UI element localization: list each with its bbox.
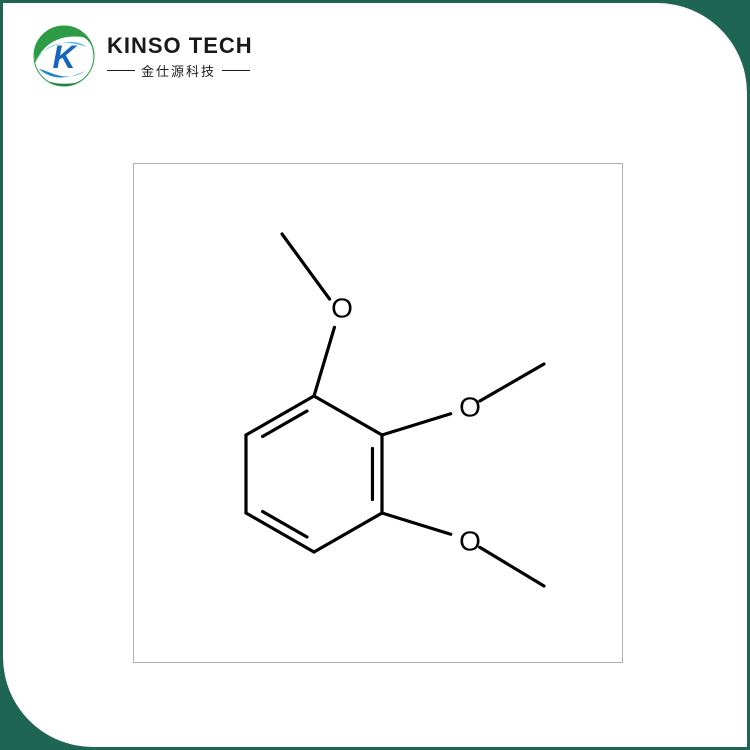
logo-area: K KINSO TECH 金仕源科技	[33, 25, 253, 87]
content-panel: K KINSO TECH 金仕源科技 O O O	[3, 3, 747, 747]
molecule-diagram-frame: O O O	[133, 163, 623, 663]
divider-line	[107, 70, 135, 71]
svg-text:O: O	[459, 526, 481, 557]
company-name-en: KINSO TECH	[107, 33, 253, 59]
company-name-cn-row: 金仕源科技	[107, 61, 253, 80]
svg-text:O: O	[459, 392, 481, 423]
molecule-diagram: O O O	[174, 194, 584, 634]
logo-text: KINSO TECH 金仕源科技	[107, 33, 253, 80]
company-name-cn: 金仕源科技	[141, 61, 216, 80]
divider-line	[222, 70, 250, 71]
logo-icon: K	[33, 25, 95, 87]
svg-text:O: O	[331, 293, 353, 324]
svg-text:K: K	[52, 39, 78, 75]
